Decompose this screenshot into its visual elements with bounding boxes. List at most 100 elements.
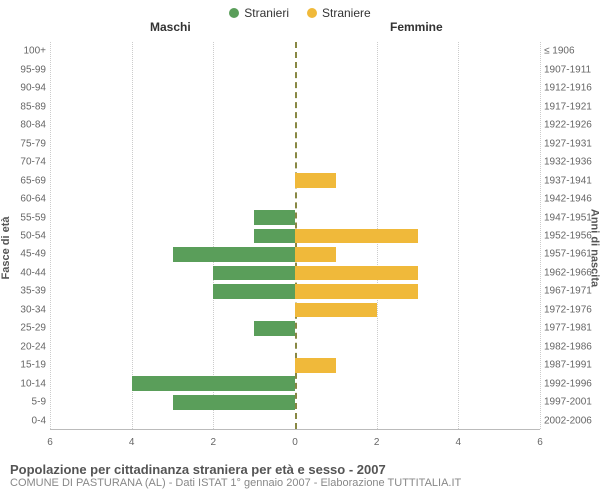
bar-male	[254, 321, 295, 336]
birth-year-label: 1922-1926	[544, 120, 600, 131]
age-label: 30-34	[0, 304, 46, 315]
age-label: 5-9	[0, 397, 46, 408]
table-row	[50, 319, 540, 337]
bar-female	[295, 284, 418, 299]
table-row	[50, 79, 540, 97]
plot-area	[50, 42, 540, 430]
x-tick-label: 0	[292, 437, 298, 448]
x-tick-label: 2	[374, 437, 380, 448]
birth-year-label: 1907-1911	[544, 64, 600, 75]
legend-label-male: Stranieri	[244, 6, 289, 20]
birth-year-label: 1927-1931	[544, 138, 600, 149]
bar-female	[295, 358, 336, 373]
header-male: Maschi	[150, 20, 191, 34]
table-row	[50, 245, 540, 263]
chart-footer: Popolazione per cittadinanza straniera p…	[0, 458, 600, 489]
birth-year-label: 1957-1961	[544, 249, 600, 260]
x-tick-label: 4	[129, 437, 135, 448]
bar-female	[295, 266, 418, 281]
age-label: 10-14	[0, 378, 46, 389]
grid-line	[540, 42, 541, 429]
birth-year-label: 1962-1966	[544, 267, 600, 278]
birth-year-label: 1947-1951	[544, 212, 600, 223]
birth-year-label: 1942-1946	[544, 194, 600, 205]
table-row	[50, 227, 540, 245]
legend-swatch-male	[229, 8, 239, 18]
age-label: 0-4	[0, 415, 46, 426]
x-tick-label: 6	[47, 437, 53, 448]
age-label: 75-79	[0, 138, 46, 149]
bar-female	[295, 173, 336, 188]
age-label: 95-99	[0, 64, 46, 75]
chart-title: Popolazione per cittadinanza straniera p…	[10, 462, 590, 477]
bar-female	[295, 229, 418, 244]
table-row	[50, 116, 540, 134]
birth-year-label: ≤ 1906	[544, 46, 600, 57]
birth-year-label: 1972-1976	[544, 304, 600, 315]
legend-swatch-female	[307, 8, 317, 18]
table-row	[50, 393, 540, 411]
table-row	[50, 282, 540, 300]
age-label: 45-49	[0, 249, 46, 260]
bar-male	[254, 229, 295, 244]
x-tick-label: 6	[537, 437, 543, 448]
table-row	[50, 338, 540, 356]
age-label: 35-39	[0, 286, 46, 297]
birth-year-label: 1952-1956	[544, 231, 600, 242]
age-label: 80-84	[0, 120, 46, 131]
birth-year-label: 1932-1936	[544, 157, 600, 168]
table-row	[50, 97, 540, 115]
legend: Stranieri Straniere	[0, 0, 600, 20]
age-label: 15-19	[0, 360, 46, 371]
birth-year-label: 1987-1991	[544, 360, 600, 371]
bar-male	[173, 395, 296, 410]
pyramid-chart: Fasce di età Anni di nascita 100+95-9990…	[0, 38, 600, 458]
birth-year-label: 1997-2001	[544, 397, 600, 408]
bar-male	[173, 247, 296, 262]
table-row	[50, 375, 540, 393]
age-label: 40-44	[0, 267, 46, 278]
bar-male	[132, 376, 295, 391]
birth-year-label: 1967-1971	[544, 286, 600, 297]
birth-year-label: 2002-2006	[544, 415, 600, 426]
legend-label-female: Straniere	[322, 6, 371, 20]
legend-item-male: Stranieri	[229, 6, 289, 20]
table-row	[50, 190, 540, 208]
bar-female	[295, 303, 377, 318]
table-row	[50, 356, 540, 374]
age-label: 50-54	[0, 231, 46, 242]
birth-year-label: 1912-1916	[544, 83, 600, 94]
bar-male	[213, 266, 295, 281]
table-row	[50, 42, 540, 60]
birth-year-label: 1917-1921	[544, 101, 600, 112]
birth-year-label: 1977-1981	[544, 323, 600, 334]
table-row	[50, 264, 540, 282]
table-row	[50, 134, 540, 152]
table-row	[50, 171, 540, 189]
column-headers: Maschi Femmine	[0, 20, 600, 38]
bar-female	[295, 247, 336, 262]
legend-item-female: Straniere	[307, 6, 371, 20]
table-row	[50, 208, 540, 226]
age-label: 25-29	[0, 323, 46, 334]
age-label: 20-24	[0, 341, 46, 352]
bar-male	[213, 284, 295, 299]
age-label: 90-94	[0, 83, 46, 94]
age-label: 65-69	[0, 175, 46, 186]
birth-year-label: 1937-1941	[544, 175, 600, 186]
birth-year-label: 1992-1996	[544, 378, 600, 389]
age-label: 70-74	[0, 157, 46, 168]
table-row	[50, 60, 540, 78]
header-female: Femmine	[390, 20, 443, 34]
age-label: 100+	[0, 46, 46, 57]
table-row	[50, 412, 540, 430]
age-label: 55-59	[0, 212, 46, 223]
birth-year-label: 1982-1986	[544, 341, 600, 352]
table-row	[50, 301, 540, 319]
table-row	[50, 153, 540, 171]
age-label: 60-64	[0, 194, 46, 205]
bar-male	[254, 210, 295, 225]
x-tick-label: 4	[456, 437, 462, 448]
chart-subtitle: COMUNE DI PASTURANA (AL) - Dati ISTAT 1°…	[10, 477, 590, 489]
x-tick-label: 2	[211, 437, 217, 448]
